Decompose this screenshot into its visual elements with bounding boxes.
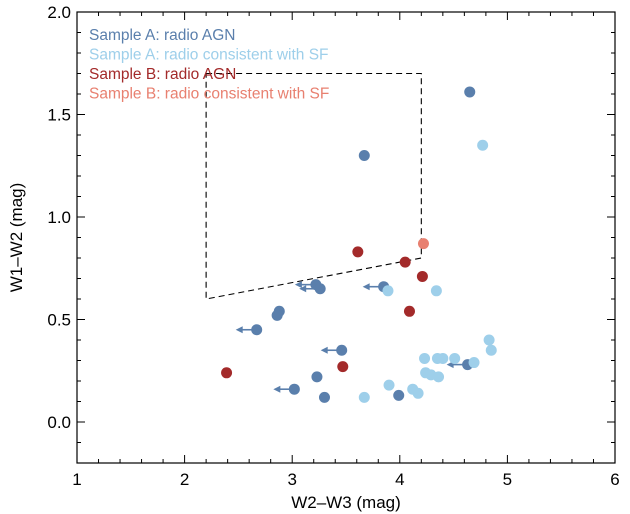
data-point-sample-a-radio-consistent-with-sf: [449, 352, 461, 364]
selection-box-layer: [205, 72, 422, 300]
legend-entry: Sample A: radio consistent with SF: [89, 47, 329, 64]
data-point-sample-a-radio-consistent-with-sf: [358, 391, 370, 403]
data-point-sample-b-radio-agn: [337, 361, 349, 373]
data-point-sample-a-radio-consistent-with-sf: [485, 344, 497, 356]
upper-limit-arrow-head: [320, 346, 328, 354]
x-tick-label: 5: [503, 470, 512, 489]
data-points-layer: [221, 86, 497, 403]
data-point-sample-a-radio-agn: [271, 309, 283, 321]
data-point-sample-a-radio-agn: [288, 383, 300, 395]
y-tick-label: 0.5: [47, 311, 71, 330]
data-point-sample-a-radio-consistent-with-sf: [382, 285, 394, 297]
data-point-sample-a-radio-consistent-with-sf: [483, 334, 495, 346]
data-point-sample-a-radio-agn: [311, 371, 323, 383]
data-point-sample-a-radio-consistent-with-sf: [430, 285, 442, 297]
data-point-sample-b-radio-agn: [399, 256, 411, 268]
legend-entry: Sample B: radio consistent with SF: [89, 86, 329, 103]
upper-limit-arrow-head: [273, 385, 281, 393]
data-point-sample-a-radio-agn: [336, 344, 348, 356]
data-point-sample-a-radio-agn: [393, 389, 405, 401]
y-tick-label: 1.0: [47, 208, 71, 227]
data-point-sample-b-radio-agn: [403, 305, 415, 317]
legend-entry: Sample B: radio AGN: [89, 66, 236, 83]
x-tick-label: 1: [72, 470, 81, 489]
data-point-sample-a-radio-consistent-with-sf: [468, 357, 480, 369]
upper-limit-arrow-head: [299, 285, 307, 293]
x-tick-label: 6: [610, 470, 619, 489]
data-point-sample-b-radio-agn: [221, 367, 233, 379]
agn-selection-wedge: [205, 72, 422, 300]
data-point-sample-a-radio-consistent-with-sf: [433, 371, 445, 383]
data-point-sample-a-radio-agn: [358, 150, 370, 161]
y-tick-label: 1.5: [47, 106, 71, 125]
upper-limit-arrow-head: [362, 283, 370, 291]
y-axis-title: W1–W2 (mag): [7, 183, 26, 293]
legend-entry: Sample A: radio AGN: [89, 27, 235, 44]
y-tick-label: 0.0: [47, 413, 71, 432]
data-point-sample-a-radio-consistent-with-sf: [383, 379, 395, 391]
x-tick-label: 3: [287, 470, 296, 489]
data-point-sample-b-radio-agn: [416, 270, 428, 282]
x-tick-label: 4: [395, 470, 404, 489]
data-point-sample-a-radio-agn: [251, 324, 263, 336]
data-point-sample-a-radio-agn: [464, 86, 476, 98]
upper-limit-arrow-head: [235, 326, 243, 334]
axis-ticks-layer: 1 2 3 4 5 6 0.0 0.5 1.0 1.5 2.0: [47, 3, 619, 489]
y-tick-label: 2.0: [47, 3, 71, 22]
legend: Sample A: radio AGN Sample A: radio consi…: [89, 27, 329, 103]
data-point-sample-a-radio-agn: [318, 391, 330, 403]
data-point-sample-a-radio-agn: [314, 283, 326, 295]
data-point-sample-a-radio-consistent-with-sf: [477, 139, 489, 151]
data-point-sample-b-radio-agn: [352, 246, 364, 258]
data-point-sample-a-radio-consistent-with-sf: [412, 387, 424, 399]
data-point-sample-a-radio-consistent-with-sf: [437, 352, 449, 364]
data-point-sample-a-radio-consistent-with-sf: [419, 352, 431, 364]
x-tick-label: 2: [180, 470, 189, 489]
x-axis-title: W2–W3 (mag): [291, 493, 401, 512]
upper-limit-arrow-head: [294, 281, 302, 289]
data-point-sample-b-radio-consistent-with-sf: [417, 238, 429, 250]
